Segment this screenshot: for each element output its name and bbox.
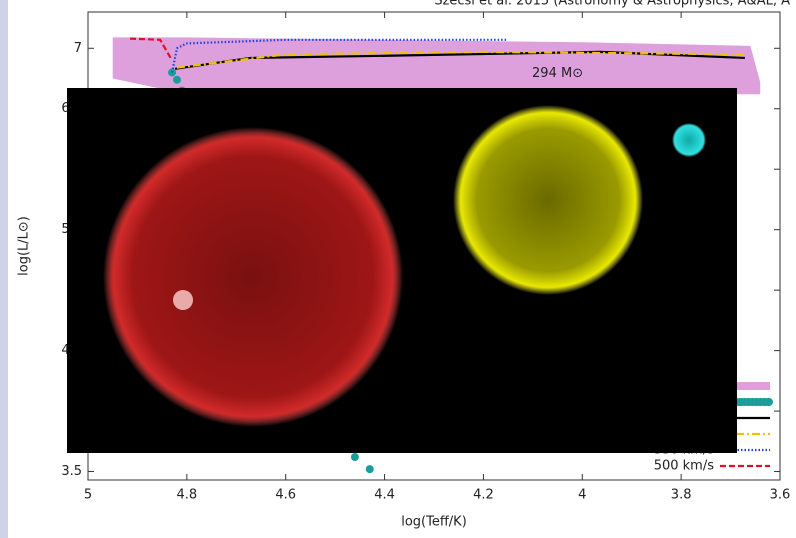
x-tick-label: 3.6 <box>770 488 791 503</box>
x-axis-label: log(Teff/K) <box>401 515 467 530</box>
chart-title: Szécsi et al. 2015 (Astronomy & Astrophy… <box>434 0 790 9</box>
flare <box>173 290 193 310</box>
track-point <box>351 453 359 461</box>
x-tick-label: 5 <box>84 488 92 503</box>
slide: {"chart_data": { "type": "line", "title"… <box>0 0 796 538</box>
cyan-star <box>672 123 706 157</box>
x-tick-label: 3.8 <box>671 488 692 503</box>
x-tick-label: 4.8 <box>177 488 198 503</box>
y-axis-label: log(L/L⊙) <box>17 216 32 276</box>
x-tick-label: 4.4 <box>374 488 395 503</box>
annotation: 294 M⊙ <box>532 66 583 81</box>
solar-image-overlay <box>67 88 737 453</box>
track-point <box>173 76 181 84</box>
red-sun <box>103 127 403 427</box>
y-tick-label: 3.5 <box>61 464 82 479</box>
x-tick-label: 4.6 <box>275 488 296 503</box>
y-tick-label: 7 <box>74 41 82 56</box>
legend-label: 500 km/s <box>654 459 715 474</box>
chart: Szécsi et al. 2015 (Astronomy & Astrophy… <box>0 0 796 538</box>
track-point <box>366 465 374 473</box>
band-area <box>113 37 761 94</box>
x-tick-label: 4 <box>578 488 586 503</box>
yellow-sun <box>453 105 643 295</box>
x-tick-label: 4.2 <box>473 488 494 503</box>
